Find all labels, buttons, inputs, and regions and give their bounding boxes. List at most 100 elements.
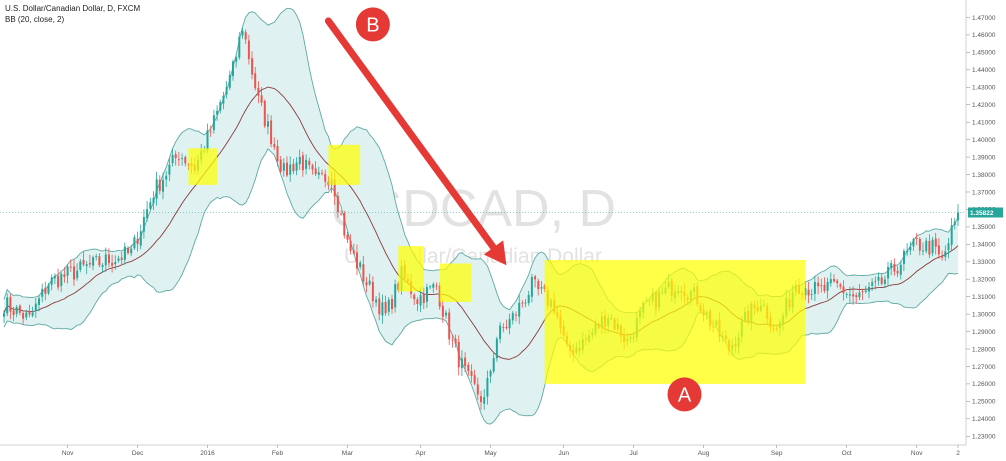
- candle[interactable]: [953, 217, 956, 230]
- candle[interactable]: [855, 292, 858, 304]
- candle[interactable]: [909, 241, 912, 256]
- candle[interactable]: [877, 272, 880, 286]
- candle[interactable]: [470, 364, 473, 383]
- candle[interactable]: [114, 255, 117, 270]
- label-b-badge[interactable]: B: [355, 7, 390, 42]
- candle[interactable]: [82, 251, 85, 267]
- candle[interactable]: [515, 311, 517, 322]
- candle[interactable]: [15, 304, 18, 318]
- price-axis[interactable]: 1.23000 1.24000 1.25000 1.26000 1.27000 1.280…: [965, 0, 1006, 445]
- candle[interactable]: [292, 158, 295, 175]
- candle[interactable]: [352, 243, 355, 255]
- candle[interactable]: [384, 295, 387, 316]
- candle[interactable]: [305, 154, 308, 175]
- candle[interactable]: [922, 242, 924, 256]
- candle[interactable]: [419, 287, 422, 313]
- candle[interactable]: [50, 274, 53, 291]
- candle[interactable]: [174, 150, 177, 166]
- candle[interactable]: [540, 281, 543, 294]
- candle[interactable]: [524, 299, 527, 308]
- candle[interactable]: [817, 276, 820, 295]
- candle[interactable]: [451, 334, 454, 348]
- candle[interactable]: [432, 282, 435, 293]
- candle[interactable]: [209, 125, 212, 137]
- candle[interactable]: [104, 247, 107, 272]
- candle[interactable]: [807, 281, 810, 304]
- candle[interactable]: [912, 237, 915, 251]
- candle[interactable]: [368, 273, 371, 286]
- candle[interactable]: [117, 255, 120, 263]
- candle[interactable]: [903, 248, 905, 271]
- candle[interactable]: [375, 296, 378, 307]
- label-a-badge[interactable]: A: [667, 377, 702, 412]
- candle[interactable]: [177, 152, 180, 166]
- candle[interactable]: [324, 169, 327, 188]
- candle[interactable]: [864, 285, 867, 294]
- candle[interactable]: [836, 278, 839, 288]
- candle[interactable]: [142, 209, 145, 239]
- candle[interactable]: [343, 210, 346, 239]
- candle[interactable]: [69, 259, 72, 272]
- candle[interactable]: [301, 151, 304, 177]
- candle[interactable]: [321, 169, 323, 176]
- candle[interactable]: [162, 172, 164, 200]
- candle[interactable]: [111, 254, 114, 273]
- candle[interactable]: [820, 278, 823, 293]
- candle[interactable]: [534, 274, 537, 288]
- candle[interactable]: [937, 238, 940, 259]
- candle[interactable]: [464, 352, 467, 373]
- candle[interactable]: [263, 99, 266, 129]
- candle[interactable]: [155, 171, 158, 206]
- candle[interactable]: [429, 285, 432, 290]
- candle[interactable]: [146, 200, 149, 222]
- candle[interactable]: [44, 281, 47, 301]
- candle[interactable]: [915, 233, 918, 246]
- candle[interactable]: [311, 163, 314, 175]
- candle[interactable]: [356, 244, 358, 276]
- candle[interactable]: [371, 276, 374, 308]
- candle[interactable]: [251, 51, 254, 80]
- candle[interactable]: [480, 390, 482, 410]
- candle[interactable]: [896, 265, 899, 277]
- candle[interactable]: [53, 273, 56, 284]
- candle[interactable]: [247, 34, 250, 65]
- candle[interactable]: [435, 282, 438, 291]
- candle[interactable]: [25, 309, 28, 321]
- candle[interactable]: [874, 276, 877, 290]
- candle[interactable]: [171, 148, 174, 167]
- candle[interactable]: [950, 218, 953, 251]
- candle[interactable]: [944, 245, 947, 261]
- candle[interactable]: [530, 273, 533, 303]
- candle[interactable]: [76, 263, 79, 281]
- candle[interactable]: [391, 294, 393, 314]
- candle[interactable]: [66, 264, 69, 284]
- candle[interactable]: [947, 237, 950, 259]
- candle[interactable]: [95, 253, 98, 261]
- candle[interactable]: [340, 210, 343, 216]
- candle[interactable]: [957, 204, 959, 226]
- candle[interactable]: [219, 99, 222, 114]
- candle[interactable]: [925, 237, 928, 254]
- candle[interactable]: [483, 389, 486, 410]
- candle[interactable]: [893, 258, 896, 276]
- candle[interactable]: [861, 288, 864, 300]
- candle[interactable]: [381, 294, 384, 324]
- candle[interactable]: [57, 268, 60, 291]
- candle[interactable]: [216, 105, 219, 121]
- candle[interactable]: [60, 272, 63, 293]
- candle[interactable]: [22, 311, 25, 325]
- candle[interactable]: [457, 335, 460, 376]
- candle[interactable]: [317, 166, 320, 180]
- candle[interactable]: [235, 55, 238, 68]
- candle[interactable]: [88, 254, 91, 268]
- candle[interactable]: [527, 290, 530, 306]
- candle[interactable]: [880, 273, 883, 286]
- candle[interactable]: [260, 87, 263, 107]
- candle[interactable]: [445, 310, 447, 319]
- candle[interactable]: [883, 275, 886, 288]
- candle[interactable]: [276, 139, 279, 167]
- candle[interactable]: [336, 191, 339, 218]
- candle[interactable]: [308, 157, 311, 170]
- candle[interactable]: [460, 350, 463, 377]
- candle[interactable]: [928, 234, 931, 259]
